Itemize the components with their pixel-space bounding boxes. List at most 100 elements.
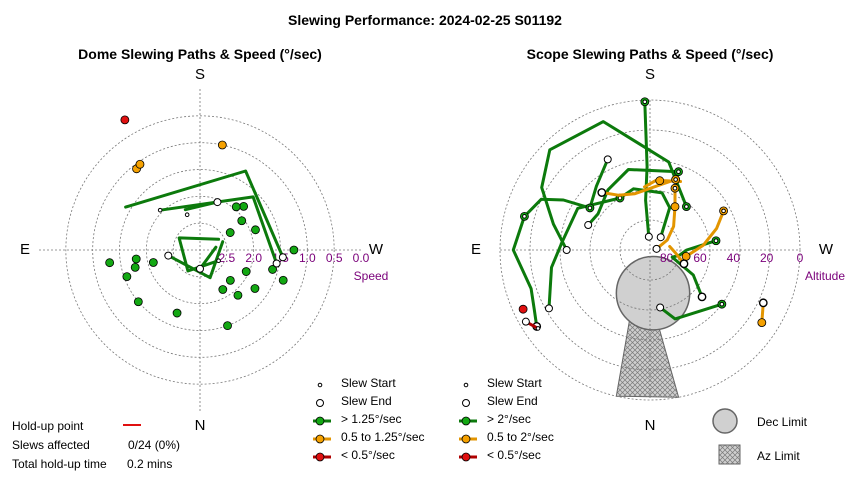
- scope-slew-start: [719, 301, 725, 307]
- dome-ring: [172, 222, 228, 278]
- dome-slew-start: [157, 207, 163, 213]
- holdup-time-value: 0.2 mins: [127, 457, 172, 471]
- dome-radial-axis-label: Speed: [354, 269, 389, 283]
- scope-slew-end: [656, 303, 665, 312]
- scope-slew-end: [603, 155, 612, 164]
- dome-ring: [92, 142, 308, 358]
- dome-ring: [145, 195, 255, 305]
- dome-speed-point: [172, 308, 182, 318]
- dome-speed-point: [225, 275, 235, 285]
- scope-tick-label: 0: [797, 251, 804, 265]
- dome-compass-east: E: [20, 241, 30, 258]
- dome-legend: Slew Start Slew End > 1.25°/sec 0.5 to 1…: [313, 376, 425, 462]
- dome-speed-point: [218, 285, 228, 294]
- dome-legend-end-marker: [316, 399, 324, 407]
- slews-affected-label: Slews affected: [12, 438, 90, 452]
- dec-limit-swatch: [712, 408, 738, 434]
- scope-legend-slow: < 0.5°/sec: [487, 448, 541, 462]
- scope-slew-start: [522, 214, 527, 219]
- holdup-info: Hold-up point Slews affected 0/24 (0%) T…: [12, 419, 180, 471]
- dome-legend-fast-marker: [315, 416, 325, 426]
- dome-speed-point: [278, 275, 288, 285]
- scope-slew-path: [586, 168, 680, 227]
- scope-grid: [499, 99, 801, 401]
- dome-slew-end: [272, 259, 281, 268]
- dome-slew-end: [196, 264, 204, 273]
- dome-speed-point: [120, 115, 130, 125]
- scope-slew-end: [652, 244, 661, 253]
- dome-legend-mid-marker: [315, 434, 325, 444]
- dec-limit-zone: [615, 255, 691, 331]
- dome-legend-mid: 0.5 to 1.25°/sec: [341, 430, 425, 444]
- scope-ring: [499, 99, 801, 401]
- scope-legend-mid: 0.5 to 2°/sec: [487, 430, 554, 444]
- scope-slew-end: [679, 259, 688, 268]
- dome-tick-label: 0.5: [326, 251, 343, 265]
- scope-speed-point: [670, 202, 680, 212]
- scope-slew-end: [759, 298, 768, 307]
- dome-speed-point: [237, 216, 247, 226]
- scope-legend-slew-end: Slew End: [487, 394, 538, 408]
- dome-tick-label: 2.5: [218, 251, 235, 265]
- dome-legend-slow: < 0.5°/sec: [341, 448, 395, 462]
- scope-slew-path: [511, 214, 539, 328]
- dome-speed-point: [250, 284, 260, 293]
- dec-limit-label: Dec Limit: [757, 415, 808, 429]
- scope-compass-north: N: [645, 417, 656, 434]
- dome-slew-end: [278, 253, 287, 262]
- dome-speed-point: [130, 262, 140, 272]
- dome-speed-point: [231, 202, 241, 212]
- scope-ring: [589, 189, 711, 311]
- dome-chart: Dome Slewing Paths & Speed (°/sec) S N E…: [20, 46, 388, 434]
- dome-speed-point: [133, 297, 143, 307]
- scope-legend-slew-start: Slew Start: [487, 376, 542, 390]
- scope-tick-label: 40: [727, 251, 741, 265]
- limits-legend: Dec Limit Az Limit: [712, 408, 808, 465]
- scope-slew-path: [670, 239, 718, 299]
- dome-compass-west: W: [369, 241, 384, 258]
- dome-tick-label: 0.0: [353, 251, 370, 265]
- dome-legend-slew-start: Slew Start: [341, 376, 396, 390]
- holdup-point-label: Hold-up point: [12, 419, 84, 433]
- scope-tick-label: 80: [660, 251, 674, 265]
- scope-slew-path: [547, 196, 622, 310]
- dome-slew-path: [158, 195, 279, 265]
- scope-slew-start: [676, 169, 681, 174]
- dome-speed-point: [105, 258, 115, 268]
- holdup-time-label: Total hold-up time: [12, 457, 107, 471]
- scope-ring: [529, 129, 771, 371]
- scope-slew-start: [713, 238, 719, 244]
- dome-marks: [105, 115, 299, 331]
- dome-tick-label: 2.0: [245, 251, 262, 265]
- scope-slew-start: [721, 208, 726, 214]
- scope-legend-fast-marker: [461, 416, 471, 426]
- scope-ring: [619, 219, 681, 281]
- scope-slew-start: [642, 99, 648, 105]
- scope-slew-path: [658, 302, 724, 321]
- scope-slew-end: [656, 233, 665, 242]
- scope-slew-path: [668, 245, 686, 266]
- scope-speed-point: [757, 318, 767, 328]
- dome-speed-point: [251, 225, 260, 235]
- dome-slew-path: [198, 245, 218, 271]
- dome-speed-point: [223, 321, 232, 331]
- dome-speed-point: [239, 201, 249, 211]
- scope-slew-end: [584, 221, 593, 230]
- dome-grid: [39, 89, 361, 411]
- dome-slew-end: [164, 251, 173, 260]
- scope-legend: Slew Start Slew End > 2°/sec 0.5 to 2°/s…: [459, 376, 554, 462]
- dome-slew-start: [216, 258, 221, 264]
- scope-tick-label: 60: [693, 251, 707, 265]
- dome-speed-point: [122, 272, 132, 282]
- scope-slew-end: [597, 188, 606, 197]
- dome-speed-point: [268, 265, 277, 274]
- dome-speed-point: [217, 140, 227, 150]
- scope-slew-start: [673, 177, 678, 182]
- dome-speed-point: [289, 245, 299, 255]
- scope-chart: Scope Slewing Paths & Speed (°/sec) S N …: [471, 46, 845, 434]
- scope-legend-start-marker: [463, 382, 469, 388]
- scope-radial-ticks: 80 60 40 20 0: [660, 251, 804, 265]
- scope-slew-path: [588, 157, 610, 210]
- dome-slew-path: [124, 169, 285, 259]
